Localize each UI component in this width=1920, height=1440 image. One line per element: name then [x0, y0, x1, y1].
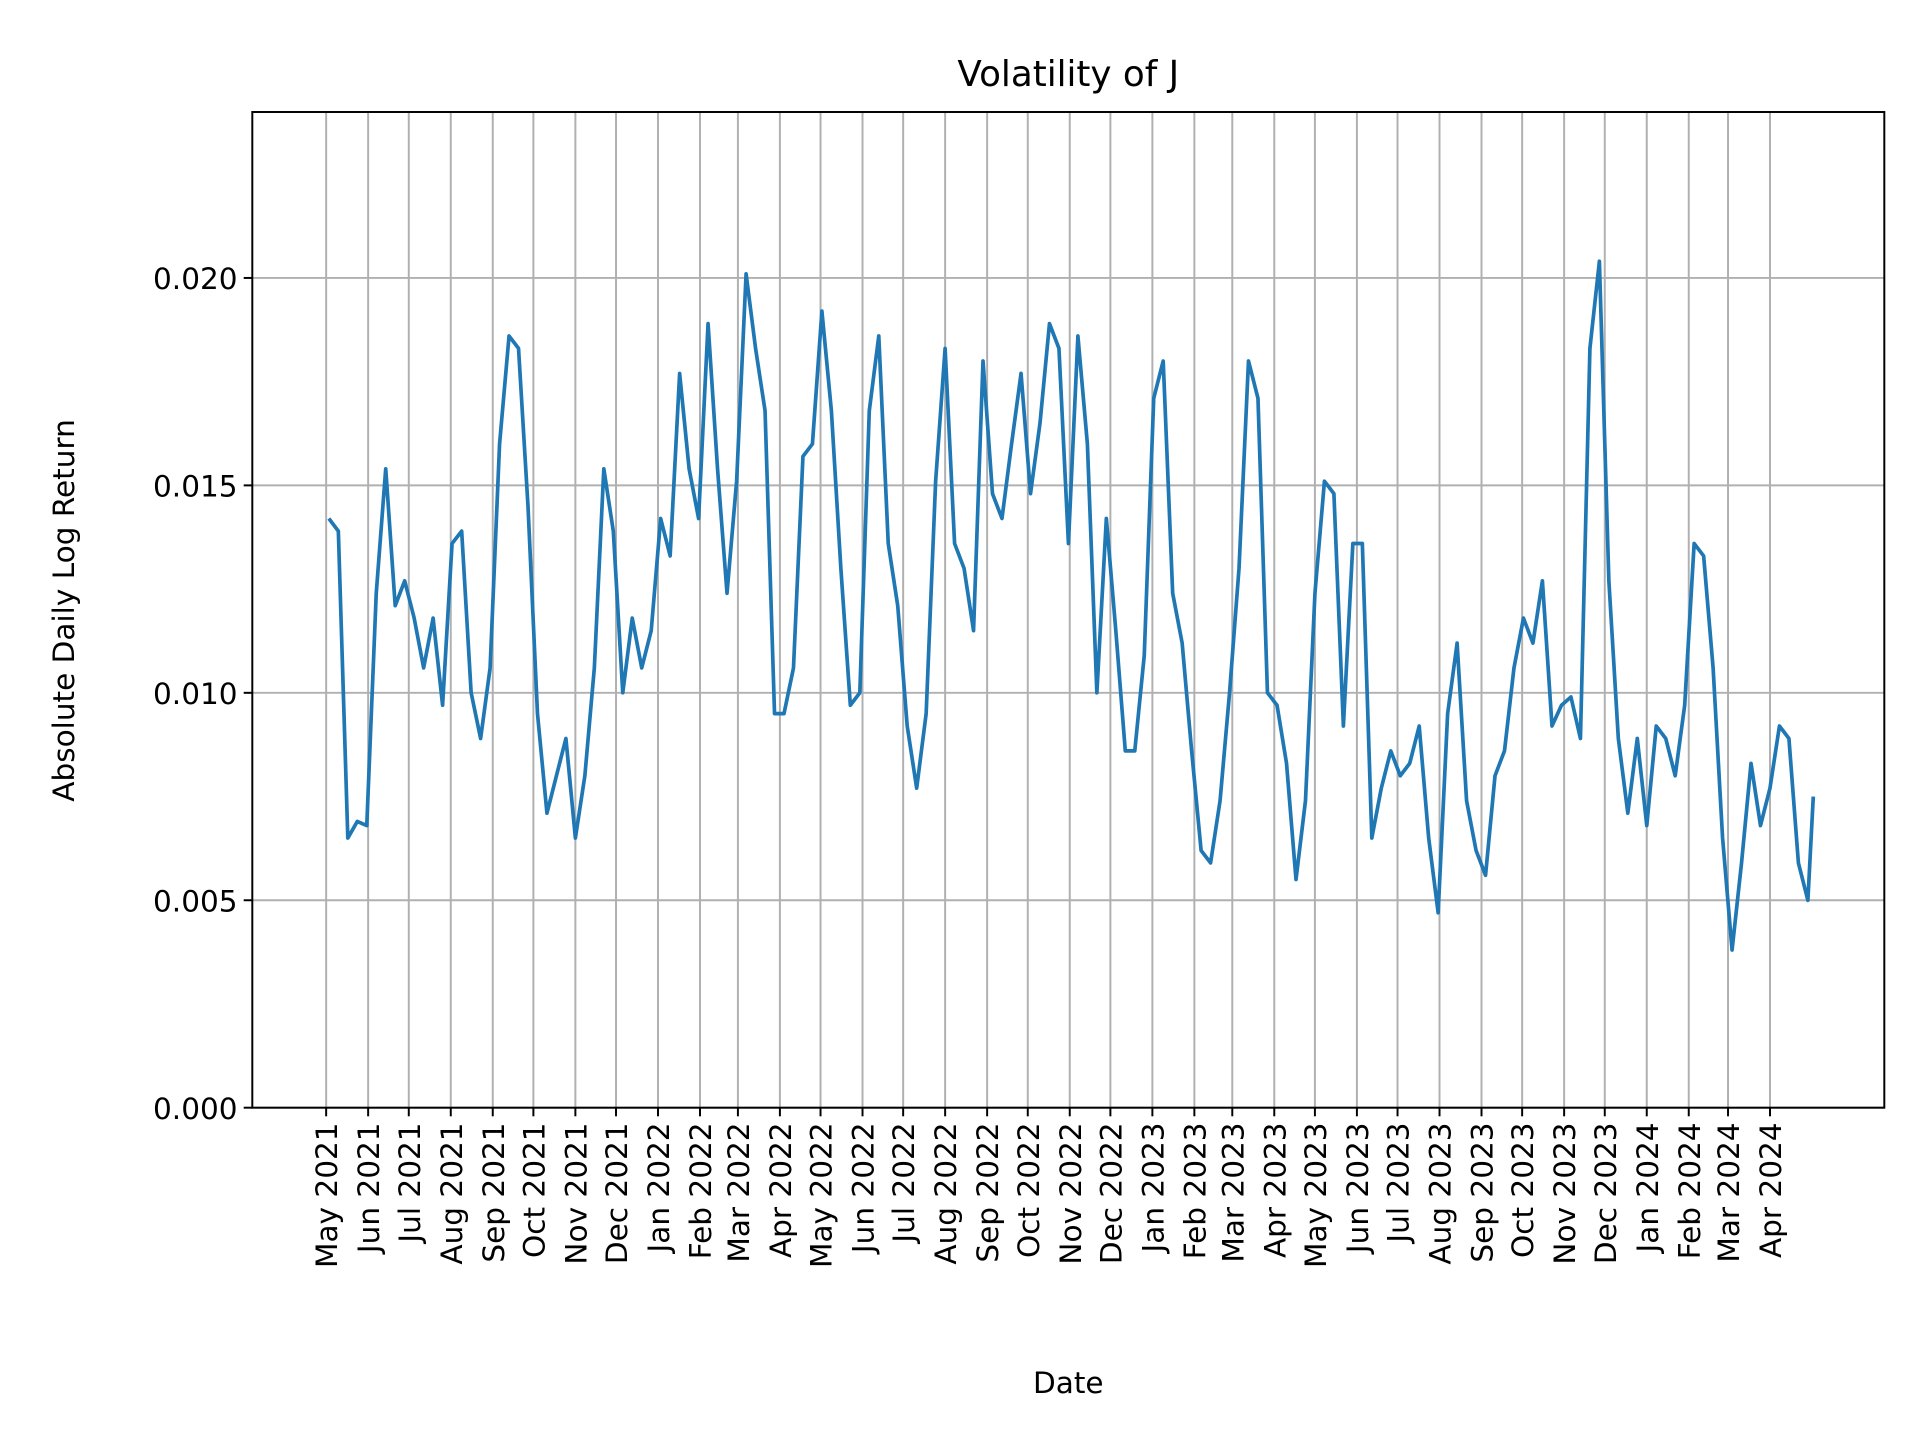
x-tick-label: Jul 2022 — [887, 1122, 921, 1244]
x-tick-label: Aug 2021 — [435, 1122, 469, 1264]
x-tick-label: Feb 2024 — [1673, 1122, 1707, 1259]
plot-frame — [251, 111, 1886, 1109]
x-tick-label: Mar 2022 — [722, 1122, 756, 1262]
x-tick-label: Nov 2021 — [559, 1122, 593, 1264]
x-tick-label: May 2021 — [310, 1122, 344, 1268]
x-tick-label: Jan 2024 — [1631, 1122, 1665, 1254]
x-tick-label: Apr 2023 — [1258, 1122, 1292, 1258]
y-tick-label: 0.020 — [153, 262, 238, 296]
x-tick-label: Jun 2021 — [352, 1122, 386, 1255]
x-axis-label: Date — [1033, 1366, 1104, 1400]
x-tick-label: Feb 2023 — [1178, 1122, 1212, 1259]
x-tick-label: Nov 2023 — [1548, 1122, 1582, 1264]
x-axis-ticks: May 2021 Jun 2021 Jul 2021 Aug 2021 Sep 2021… — [310, 1107, 1788, 1268]
y-tick-label: 0.015 — [153, 469, 238, 503]
x-tick-label: Jul 2021 — [393, 1122, 427, 1244]
chart-title: Volatility of J — [957, 54, 1179, 95]
y-axis-label: Absolute Daily Log Return — [47, 419, 81, 802]
x-tick-label: May 2023 — [1299, 1122, 1333, 1268]
x-tick-label: Dec 2021 — [600, 1122, 634, 1264]
x-tick-label: Oct 2021 — [517, 1122, 551, 1258]
x-tick-label: Sep 2021 — [477, 1122, 511, 1262]
x-tick-label: Jun 2022 — [847, 1122, 881, 1255]
x-tick-label: Aug 2023 — [1424, 1122, 1458, 1264]
y-tick-label: 0.010 — [153, 677, 238, 711]
x-tick-label: Oct 2023 — [1506, 1122, 1540, 1258]
x-tick-label: Feb 2022 — [684, 1122, 718, 1259]
x-tick-label: Apr 2022 — [764, 1122, 798, 1258]
x-tick-label: Oct 2022 — [1012, 1122, 1046, 1258]
x-tick-label: Mar 2024 — [1712, 1122, 1746, 1262]
x-tick-label: Dec 2023 — [1589, 1122, 1623, 1264]
grid — [252, 112, 1885, 1109]
x-tick-label: Jan 2023 — [1136, 1122, 1170, 1254]
y-tick-label: 0.000 — [153, 1092, 238, 1126]
x-tick-label: Aug 2022 — [929, 1122, 963, 1264]
y-axis-ticks: 0.000 0.005 0.010 0.015 0.020 — [153, 262, 253, 1126]
x-tick-label: Jul 2023 — [1382, 1122, 1416, 1244]
volatility-line — [327, 259, 1816, 952]
x-tick-label: Sep 2022 — [971, 1122, 1005, 1262]
x-tick-label: Dec 2022 — [1094, 1122, 1128, 1264]
y-tick-label: 0.005 — [153, 884, 238, 918]
x-tick-label: Apr 2024 — [1754, 1122, 1788, 1258]
x-tick-label: May 2022 — [805, 1122, 839, 1268]
x-tick-label: Mar 2023 — [1216, 1122, 1250, 1262]
x-tick-label: Jun 2023 — [1341, 1122, 1375, 1255]
x-tick-label: Jan 2022 — [642, 1122, 676, 1254]
x-tick-label: Sep 2023 — [1466, 1122, 1500, 1262]
x-tick-label: Nov 2022 — [1054, 1122, 1088, 1264]
